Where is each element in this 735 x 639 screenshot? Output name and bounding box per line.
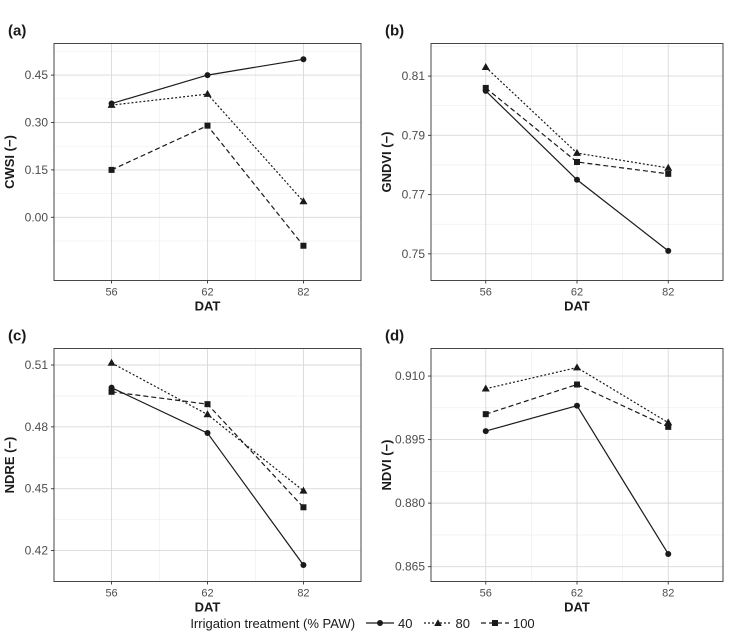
y-tick-label: 0.77 — [402, 188, 426, 202]
point-80 — [203, 410, 212, 418]
point-100 — [574, 159, 580, 165]
point-80 — [203, 89, 212, 97]
x-axis-title: DAT — [564, 600, 590, 615]
point-40 — [300, 56, 307, 63]
x-tick-label: 62 — [201, 287, 213, 299]
y-axis-title: NDRE (−) — [2, 437, 17, 494]
y-tick-label: 0.00 — [25, 210, 49, 224]
point-80 — [573, 148, 581, 156]
x-tick-label: 82 — [662, 287, 674, 299]
chart-panel-3: 0.42 0.45 0.48 0.51 56 62 82 DAT NDRE (−) (c) — [2, 328, 362, 615]
point-40 — [300, 562, 307, 569]
point-100 — [482, 84, 489, 91]
point-100 — [108, 166, 115, 173]
point-100 — [665, 423, 672, 430]
y-tick-label: 0.75 — [402, 247, 426, 261]
y-tick-label: 0.81 — [402, 69, 426, 83]
point-100 — [482, 411, 489, 418]
legend-entry-80: 80 — [423, 616, 470, 631]
point-80 — [573, 363, 581, 371]
legend-key-80 — [423, 619, 452, 626]
point-80 — [299, 486, 308, 494]
y-tick-label: 0.45 — [25, 68, 49, 82]
y-tick-label: 0.865 — [395, 560, 425, 574]
y-axis-title: NDVI (−) — [379, 440, 394, 491]
chart-panel-2: 0.75 0.77 0.79 0.81 56 62 82 DAT GNDVI (−) (b) — [379, 23, 724, 314]
x-tick-label: 56 — [105, 588, 117, 600]
legend-label-40: 40 — [398, 615, 413, 631]
y-tick-label: 0.895 — [395, 433, 425, 447]
point-40 — [204, 430, 211, 437]
point-80 — [481, 63, 490, 70]
point-100 — [108, 388, 115, 395]
point-100 — [574, 381, 580, 388]
x-axis-title: DAT — [564, 299, 590, 314]
x-tick-label: 62 — [571, 588, 583, 600]
x-tick-label: 56 — [480, 287, 492, 299]
y-tick-label: 0.79 — [402, 128, 426, 142]
point-80 — [664, 418, 673, 426]
legend-entry-100: 100 — [480, 616, 535, 631]
point-40 — [574, 402, 580, 409]
y-tick-label: 0.51 — [25, 358, 49, 372]
point-40 — [665, 247, 672, 254]
x-tick-label: 56 — [480, 588, 492, 600]
legend-key-100 — [480, 620, 509, 626]
x-tick-label: 62 — [201, 588, 213, 600]
y-tick-label: 0.42 — [25, 544, 49, 558]
y-tick-label: 0.30 — [25, 116, 49, 130]
legend-entry-40: 40 — [365, 615, 413, 631]
legend-title: Irrigation treatment (% PAW) — [190, 615, 356, 631]
point-100 — [300, 242, 307, 249]
x-axis-title: DAT — [195, 299, 221, 314]
point-80 — [664, 163, 673, 171]
point-80 — [481, 384, 490, 392]
chart-panel-1: 0.00 0.15 0.30 0.45 56 62 82 DAT CWSI (−) (a) — [2, 23, 362, 314]
y-axis-title: CWSI (−) — [2, 135, 17, 189]
x-tick-label: 82 — [297, 287, 309, 299]
y-tick-label: 0.880 — [395, 496, 425, 510]
point-40 — [482, 428, 489, 435]
point-100 — [204, 401, 211, 408]
point-100 — [300, 504, 307, 511]
x-tick-label: 82 — [297, 588, 309, 600]
point-80 — [299, 197, 308, 205]
point-40 — [204, 72, 211, 79]
y-tick-label: 0.45 — [25, 482, 49, 496]
panel-label: (a) — [8, 23, 26, 40]
legend: Irrigation treatment (% PAW) 40 80 100 — [0, 612, 735, 634]
point-40 — [665, 550, 672, 557]
chart-panel-4: 0.865 0.880 0.895 0.910 56 62 82 DAT NDVI (−) (d) — [379, 328, 724, 615]
x-axis-title: DAT — [195, 600, 221, 615]
y-tick-label: 0.910 — [395, 369, 425, 383]
panel-label: (c) — [8, 328, 26, 345]
series-line-100 — [485, 87, 669, 175]
y-axis-title: GNDVI (−) — [379, 131, 394, 192]
legend-label-100: 100 — [512, 615, 535, 631]
point-80 — [107, 358, 116, 366]
point-40 — [574, 176, 580, 183]
x-tick-label: 82 — [662, 588, 674, 600]
point-100 — [665, 170, 672, 177]
y-tick-label: 0.48 — [25, 420, 49, 434]
legend-label-80: 80 — [455, 615, 470, 631]
panel-label: (d) — [385, 328, 404, 345]
panel-label: (b) — [385, 23, 404, 40]
y-tick-label: 0.15 — [25, 163, 49, 177]
point-80 — [107, 100, 116, 108]
point-100 — [204, 122, 211, 129]
legend-key-40 — [366, 620, 395, 626]
x-tick-label: 56 — [105, 287, 117, 299]
series-line-100 — [485, 383, 669, 428]
x-tick-label: 62 — [571, 287, 583, 299]
